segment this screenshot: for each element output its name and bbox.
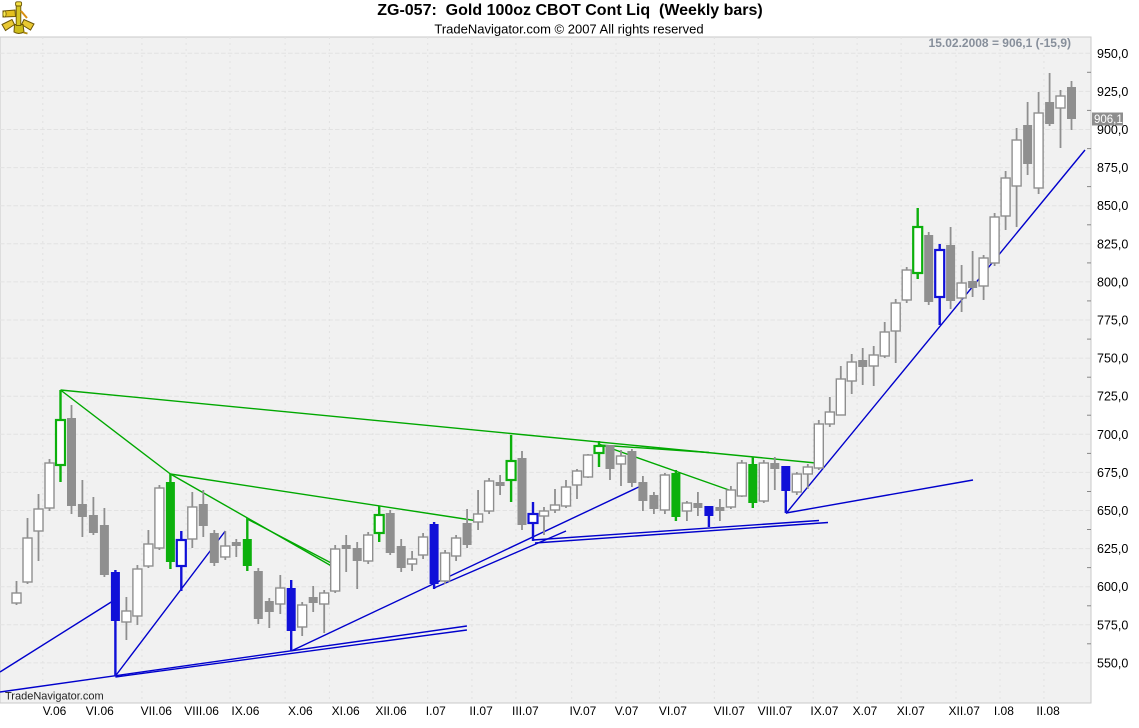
svg-text:675,0: 675,0 xyxy=(1097,466,1128,480)
svg-text:XII.07: XII.07 xyxy=(949,704,981,718)
svg-text:IX.06: IX.06 xyxy=(231,704,259,718)
svg-text:825,0: 825,0 xyxy=(1097,237,1128,251)
svg-text:906,1: 906,1 xyxy=(1094,114,1123,126)
svg-text:575,0: 575,0 xyxy=(1097,618,1128,632)
svg-text:VII.07: VII.07 xyxy=(714,704,746,718)
svg-text:VI.07: VI.07 xyxy=(659,704,687,718)
svg-text:II.08: II.08 xyxy=(1036,704,1060,718)
svg-text:800,0: 800,0 xyxy=(1097,275,1128,289)
svg-text:VII.06: VII.06 xyxy=(141,704,173,718)
svg-text:TradeNavigator.com © 2007 All: TradeNavigator.com © 2007 All rights res… xyxy=(434,22,703,37)
svg-text:I.08: I.08 xyxy=(994,704,1014,718)
svg-text:VIII.06: VIII.06 xyxy=(184,704,219,718)
svg-text:II.07: II.07 xyxy=(469,704,493,718)
svg-text:15.02.2008 = 906,1 (-15,9): 15.02.2008 = 906,1 (-15,9) xyxy=(929,36,1071,50)
svg-text:V.07: V.07 xyxy=(615,704,639,718)
svg-text:XII.06: XII.06 xyxy=(375,704,407,718)
svg-text:X.07: X.07 xyxy=(853,704,878,718)
svg-text:VI.06: VI.06 xyxy=(86,704,114,718)
svg-text:IV.07: IV.07 xyxy=(569,704,596,718)
svg-text:850,0: 850,0 xyxy=(1097,199,1128,213)
svg-text:875,0: 875,0 xyxy=(1097,161,1128,175)
svg-text:XI.07: XI.07 xyxy=(897,704,925,718)
svg-text:X.06: X.06 xyxy=(288,704,313,718)
svg-text:775,0: 775,0 xyxy=(1097,314,1128,328)
svg-text:ZG-057: Gold 100oz CBOT Cont: ZG-057: Gold 100oz CBOT Cont Liq (Weekly… xyxy=(377,2,763,19)
svg-text:XI.06: XI.06 xyxy=(332,704,360,718)
svg-text:900,0: 900,0 xyxy=(1097,123,1128,137)
svg-text:600,0: 600,0 xyxy=(1097,580,1128,594)
svg-text:950,0: 950,0 xyxy=(1097,47,1128,61)
svg-text:IX.07: IX.07 xyxy=(810,704,838,718)
svg-text:700,0: 700,0 xyxy=(1097,428,1128,442)
svg-text:725,0: 725,0 xyxy=(1097,390,1128,404)
svg-text:550,0: 550,0 xyxy=(1097,656,1128,670)
svg-text:650,0: 650,0 xyxy=(1097,504,1128,518)
svg-text:V.06: V.06 xyxy=(43,704,67,718)
svg-text:625,0: 625,0 xyxy=(1097,542,1128,556)
svg-text:VIII.07: VIII.07 xyxy=(758,704,793,718)
svg-text:TradeNavigator.com: TradeNavigator.com xyxy=(5,691,104,703)
svg-text:I.07: I.07 xyxy=(426,704,446,718)
svg-text:750,0: 750,0 xyxy=(1097,352,1128,366)
svg-text:III.07: III.07 xyxy=(512,704,539,718)
svg-text:925,0: 925,0 xyxy=(1097,85,1128,99)
